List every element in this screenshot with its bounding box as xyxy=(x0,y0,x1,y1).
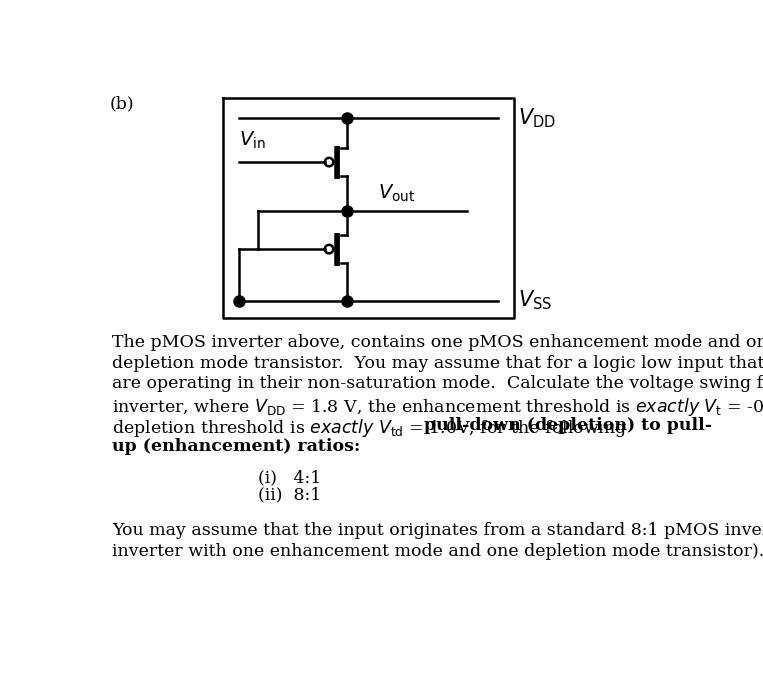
Text: (ii)  8:1: (ii) 8:1 xyxy=(258,486,321,503)
Text: pull-down (depletion) to pull-: pull-down (depletion) to pull- xyxy=(424,417,712,434)
Text: inverter, where $V_{\mathsf{DD}}$ = 1.8 V, the enhancement threshold is $\it{exa: inverter, where $V_{\mathsf{DD}}$ = 1.8 … xyxy=(112,396,763,418)
Text: inverter with one enhancement mode and one depletion mode transistor).: inverter with one enhancement mode and o… xyxy=(112,543,763,561)
Text: $\mathit{V}_{\rm out}$: $\mathit{V}_{\rm out}$ xyxy=(378,183,416,204)
Text: You may assume that the input originates from a standard 8:1 pMOS inverter (i.e.: You may assume that the input originates… xyxy=(112,523,763,540)
Text: (b): (b) xyxy=(109,95,134,112)
Text: $\mathit{V}_{\rm in}$: $\mathit{V}_{\rm in}$ xyxy=(239,130,266,151)
Text: depletion threshold is $\it{exactly}$ $V_{\mathsf{td}}$ = 1.0V, for the followin: depletion threshold is $\it{exactly}$ $V… xyxy=(112,417,628,439)
Text: (i)   4:1: (i) 4:1 xyxy=(258,469,321,486)
Text: are operating in their non-saturation mode.  Calculate the voltage swing for thi: are operating in their non-saturation mo… xyxy=(112,375,763,393)
Text: The pMOS inverter above, contains one pMOS enhancement mode and one pMOS: The pMOS inverter above, contains one pM… xyxy=(112,334,763,351)
Text: up (enhancement) ratios:: up (enhancement) ratios: xyxy=(112,438,361,455)
Text: depletion mode transistor.  You may assume that for a logic low input that both : depletion mode transistor. You may assum… xyxy=(112,355,763,372)
Text: $\mathit{V}_{\rm DD}$: $\mathit{V}_{\rm DD}$ xyxy=(518,106,555,130)
Text: $\mathit{V}_{\rm SS}$: $\mathit{V}_{\rm SS}$ xyxy=(518,289,552,313)
